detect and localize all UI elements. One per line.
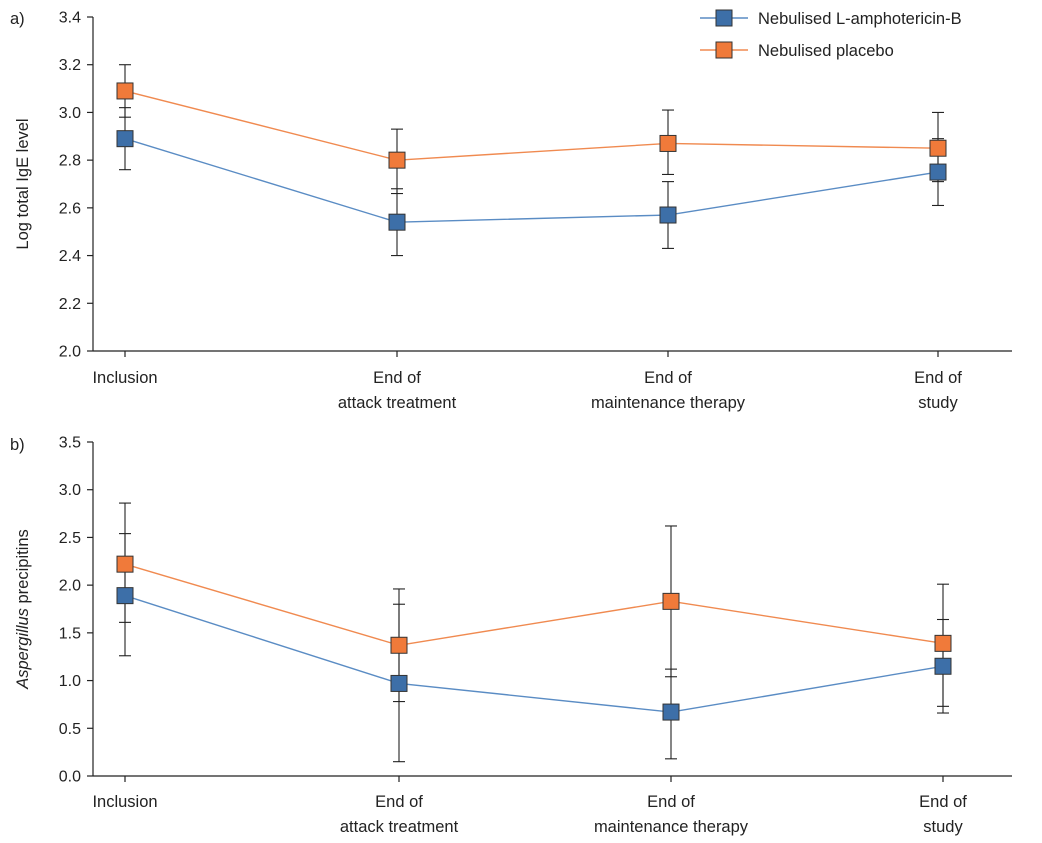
- y-axis-title-text: precipitins: [14, 529, 32, 608]
- legend: Nebulised L-amphotericin-B Nebulised plac…: [700, 9, 962, 60]
- series-line: [124, 563, 944, 646]
- panel-label: b): [10, 436, 25, 454]
- y-tick-label: 2.6: [59, 200, 81, 217]
- x-category-label: End of: [647, 793, 695, 811]
- data-point: [929, 139, 947, 157]
- x-category-label: Inclusion: [92, 369, 157, 387]
- x-category-label: attack treatment: [340, 818, 459, 836]
- y-tick-label: 3.2: [59, 57, 81, 74]
- x-category-label: attack treatment: [338, 394, 457, 412]
- y-tick-label: 2.8: [59, 153, 81, 170]
- data-point: [662, 592, 680, 610]
- x-category-label: End of: [373, 369, 421, 387]
- x-category-label: study: [918, 394, 958, 412]
- y-tick-label: 3.0: [59, 482, 81, 499]
- series-line: [124, 594, 944, 713]
- x-category-label: maintenance therapy: [594, 818, 749, 836]
- legend-label: Nebulised placebo: [758, 42, 894, 60]
- y-tick-label: 1.0: [59, 673, 81, 690]
- x-category-label: study: [923, 818, 963, 836]
- data-point: [388, 151, 406, 169]
- data-point: [659, 134, 677, 152]
- data-point: [388, 213, 406, 231]
- y-tick-label: 0.5: [59, 721, 81, 738]
- data-point: [116, 587, 134, 605]
- panel-a-chart: 2.0 2.2 2.4 2.6 2.8 3.0 3.2 3.4 Inclusion End of a…: [10, 10, 1012, 412]
- data-point: [390, 636, 408, 654]
- data-point: [116, 82, 134, 100]
- y-tick-label: 2.5: [59, 530, 81, 547]
- x-category-label: maintenance therapy: [591, 394, 746, 412]
- legend-marker: [715, 9, 733, 27]
- data-point: [929, 163, 947, 181]
- legend-marker: [715, 41, 733, 59]
- data-point: [662, 703, 680, 721]
- x-category-label: Inclusion: [92, 793, 157, 811]
- data-point: [390, 674, 408, 692]
- y-tick-label: 2.0: [59, 344, 81, 361]
- data-point: [934, 634, 952, 652]
- y-axis-title: Log total IgE level: [14, 118, 32, 249]
- x-category-label: End of: [914, 369, 962, 387]
- y-axis-title: Aspergillus precipitins: [14, 529, 32, 690]
- y-axis-title-italic: Aspergillus: [14, 608, 32, 690]
- y-tick-label: 2.2: [59, 296, 81, 313]
- y-tick-label: 0.0: [59, 769, 81, 786]
- legend-label: Nebulised L-amphotericin-B: [758, 10, 962, 28]
- series-line: [124, 138, 939, 223]
- data-point: [934, 657, 952, 675]
- panel-label: a): [10, 10, 25, 28]
- y-tick-label: 2.0: [59, 578, 81, 595]
- data-point: [116, 555, 134, 573]
- y-tick-label: 1.5: [59, 625, 81, 642]
- data-point: [659, 206, 677, 224]
- y-tick-label: 3.5: [59, 435, 81, 452]
- panel-b-chart: 0.0 0.5 1.0 1.5 2.0 2.5 3.0 3.5 Inclusion End of a…: [10, 435, 1012, 836]
- series-line: [124, 90, 939, 161]
- x-category-label: End of: [375, 793, 423, 811]
- x-category-label: End of: [644, 369, 692, 387]
- y-tick-label: 2.4: [59, 248, 81, 265]
- y-tick-label: 3.4: [59, 10, 81, 27]
- y-tick-label: 3.0: [59, 105, 81, 122]
- x-category-label: End of: [919, 793, 967, 811]
- data-point: [116, 130, 134, 148]
